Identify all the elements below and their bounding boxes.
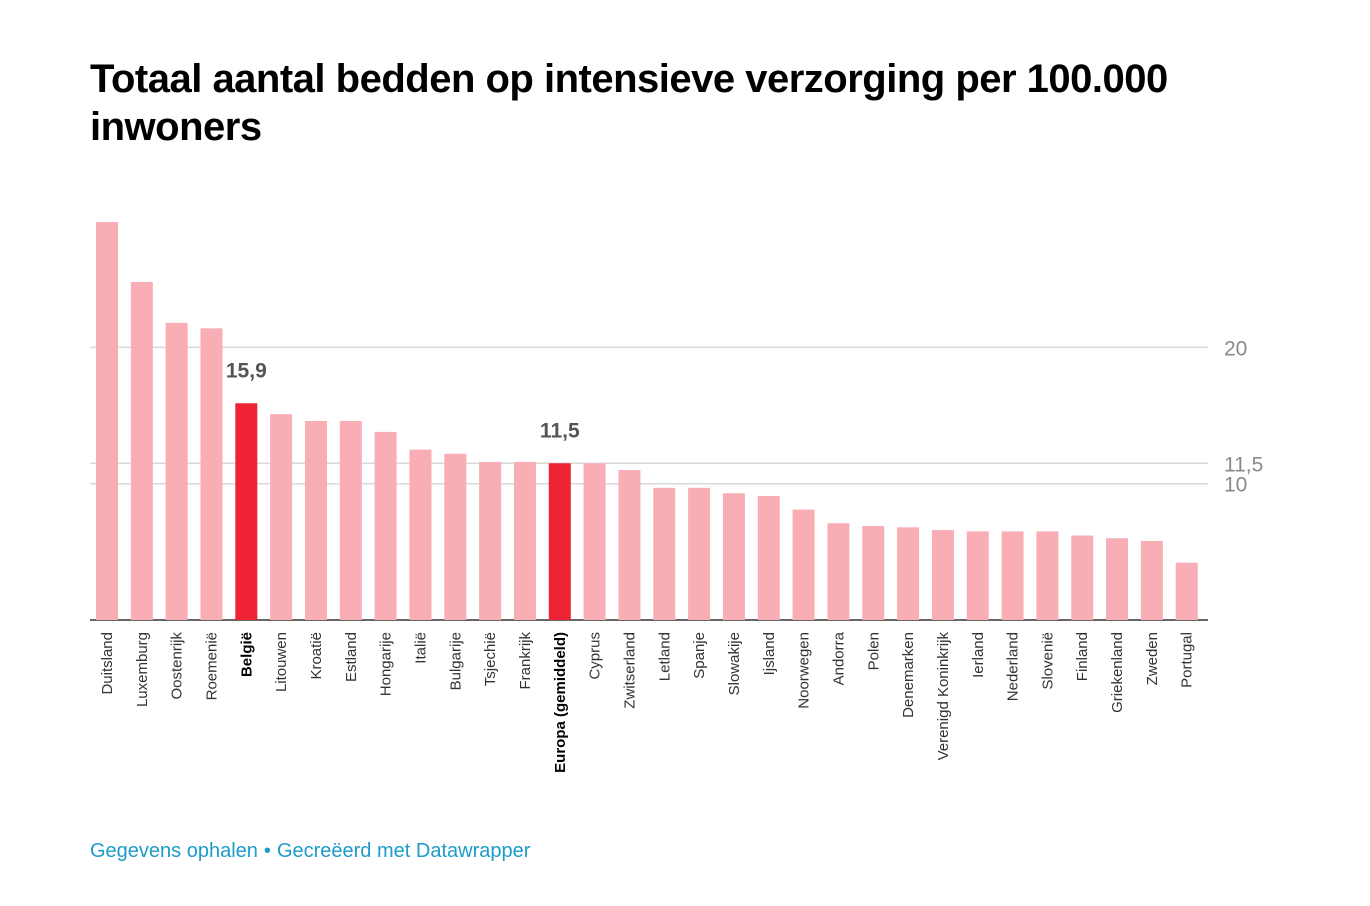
category-label-letland: Letland [656,632,673,681]
category-label-estland: Estland [343,632,360,682]
category-label-denemarken: Denemarken [900,632,917,718]
bar-estland [339,421,362,620]
bar-roemenie [200,328,223,620]
y-tick-label-11-5: 11,5 [1224,453,1263,476]
category-label-duitsland: Duitsland [99,632,116,695]
y-axis-ticks: 20 11,510 [1224,337,1263,496]
bar-noorwegen [792,509,815,620]
bar-slowakije [722,493,745,620]
bar-cyprus [583,463,606,620]
bar-bulgarije [444,453,467,620]
bar-duitsland [96,222,118,620]
chart-title: Totaal aantal bedden op intensieve verzo… [90,57,1168,149]
category-label-noorwegen: Noorwegen [796,632,813,709]
y-tick-label-20: 20 [1224,337,1247,360]
value-labels: 15,9 11,5 [226,359,580,442]
category-label-andorra: Andorra [830,631,847,685]
category-label-luxemburg: Luxemburg [134,632,151,707]
bar-hongarije [374,431,397,620]
bar-nederland [1001,531,1024,620]
category-label-slovenie: Slovenië [1039,632,1056,690]
category-label-roemenie: Roemenië [203,632,220,700]
y-tick-label-10: 10 [1224,474,1247,497]
bar-italie [409,449,432,620]
bar-tsjechie [479,461,502,620]
bar-polen [862,525,885,620]
bar-oostenrijk [165,322,188,620]
footer-separator: • [263,840,271,862]
datawrapper-credit: Gecreëerd met Datawrapper [276,840,531,862]
category-label-nederland: Nederland [1005,632,1022,701]
category-label-litouwen: Litouwen [273,632,290,692]
category-label-hongarije: Hongarije [378,632,395,696]
category-label-polen: Polen [865,632,882,670]
bar-luxemburg [130,281,153,620]
bar-belgie [235,403,258,620]
category-label-tsjechie: Tsjechië [482,632,499,686]
category-label-frankrijk: Frankrijk [517,632,534,690]
category-label-zwitserland: Zwitserland [621,632,638,709]
value-label-europa-gemiddeld: 11,5 [540,419,580,442]
bar-europa-gemiddeld [548,463,571,620]
bar-spanje [688,487,711,620]
bar-frankrijk [513,461,536,620]
category-label-portugal: Portugal [1179,632,1196,688]
category-label-europa-gemiddeld: Europa (gemiddeld) [552,632,569,773]
footer: Gegevens ophalen • Gecreëerd met Datawrapp… [90,840,530,863]
category-label-slowakije: Slowakije [726,632,743,695]
category-label-ijsland: Ijsland [761,632,778,675]
bar-letland [653,487,676,620]
category-label-spanje: Spanje [691,632,708,679]
category-label-italie: Italië [412,632,429,664]
category-label-kroatie: Kroatië [308,632,325,680]
category-label-griekenland: Griekenland [1109,632,1126,713]
category-label-oostenrijk: Oostenrijk [169,632,186,700]
category-labels: Duitsland Luxemburg Oostenrijk Roemenië Belg… [99,631,1196,772]
bars [96,222,1198,620]
category-label-zweden: Zweden [1144,632,1161,685]
bar-zwitserland [618,470,641,620]
bar-kroatie [304,421,327,620]
get-data-link[interactable]: Gegevens ophalen [90,840,258,862]
bar-litouwen [270,414,293,620]
category-label-ierland: Ierland [970,632,987,678]
category-label-cyprus: Cyprus [587,632,604,680]
bar-slovenie [1036,531,1059,620]
bar-ijsland [757,495,780,620]
category-label-bulgarije: Bulgarije [447,632,464,690]
bar-portugal [1175,562,1198,620]
bar-andorra [827,523,850,620]
category-label-verenigd-koninkrijk: Verenigd Koninkrijk [935,632,952,761]
value-label-belgie: 15,9 [226,359,267,382]
category-label-finland: Finland [1074,632,1091,681]
bar-zweden [1140,540,1163,620]
bar-ierland [966,531,989,620]
bar-verenigd-koninkrijk [931,530,954,620]
bar-griekenland [1106,538,1129,620]
category-label-belgie: België [238,632,255,677]
bar-denemarken [897,527,920,620]
bar-finland [1071,535,1094,620]
